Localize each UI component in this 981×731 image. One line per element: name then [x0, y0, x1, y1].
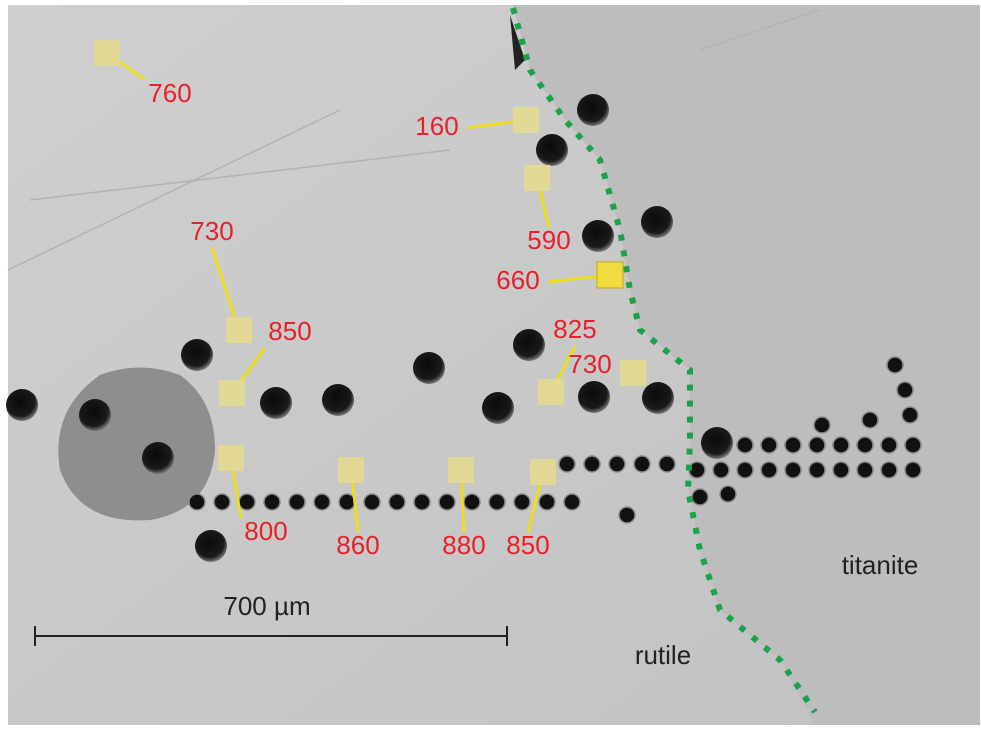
- pit: [439, 494, 455, 510]
- hole: [322, 384, 354, 416]
- hole: [181, 339, 213, 371]
- region-label: rutile: [635, 640, 691, 670]
- hole: [641, 206, 673, 238]
- pit: [905, 437, 921, 453]
- analysis-spot: [620, 360, 646, 386]
- analysis-spot: [513, 107, 539, 133]
- pit: [539, 494, 555, 510]
- pit: [881, 462, 897, 478]
- analysis-spot: [448, 457, 474, 483]
- temperature-label: 590: [527, 225, 570, 255]
- temperature-label: 800: [244, 516, 287, 546]
- pit: [189, 494, 205, 510]
- hole: [578, 381, 610, 413]
- pit: [414, 494, 430, 510]
- temperature-label: 160: [415, 111, 458, 141]
- pit: [559, 456, 575, 472]
- pit: [761, 437, 777, 453]
- pit: [737, 462, 753, 478]
- pit: [902, 407, 918, 423]
- analysis-spot: [538, 379, 564, 405]
- pit: [881, 437, 897, 453]
- temperature-label: 825: [553, 314, 596, 344]
- pit: [514, 494, 530, 510]
- pit: [314, 494, 330, 510]
- pit: [464, 494, 480, 510]
- analysis-spot: [597, 262, 623, 288]
- pit: [289, 494, 305, 510]
- analysis-spot: [218, 445, 244, 471]
- pit: [761, 462, 777, 478]
- pit: [239, 494, 255, 510]
- pit: [857, 437, 873, 453]
- pit: [809, 437, 825, 453]
- pit: [489, 494, 505, 510]
- hole: [577, 94, 609, 126]
- micrograph: 760 160 590 660 730 850 825 730 800 860 880 850 700…: [0, 0, 981, 731]
- temperature-label: 860: [336, 530, 379, 560]
- pit: [737, 437, 753, 453]
- pit: [692, 489, 708, 505]
- pit: [389, 494, 405, 510]
- hole: [195, 530, 227, 562]
- analysis-spot: [219, 380, 245, 406]
- temperature-label: 730: [568, 349, 611, 379]
- pit: [720, 486, 736, 502]
- temperature-label: 880: [442, 530, 485, 560]
- pit: [339, 494, 355, 510]
- pit: [814, 417, 830, 433]
- hole: [642, 382, 674, 414]
- hole: [701, 427, 733, 459]
- hole: [536, 134, 568, 166]
- pit: [609, 456, 625, 472]
- pit: [364, 494, 380, 510]
- pit: [785, 462, 801, 478]
- hole: [582, 220, 614, 252]
- temperature-label: 850: [506, 530, 549, 560]
- temperature-label: 760: [148, 78, 191, 108]
- hole: [6, 389, 38, 421]
- hole: [79, 399, 111, 431]
- analysis-spot: [338, 457, 364, 483]
- temperature-label: 730: [190, 216, 233, 246]
- analysis-spot: [94, 40, 120, 66]
- temperature-label: 660: [496, 265, 539, 295]
- analysis-spot: [530, 459, 556, 485]
- pit: [619, 507, 635, 523]
- pit: [564, 494, 580, 510]
- hole: [482, 392, 514, 424]
- pit: [833, 437, 849, 453]
- hole: [260, 387, 292, 419]
- pit: [214, 494, 230, 510]
- pit: [264, 494, 280, 510]
- hole: [513, 329, 545, 361]
- pit: [887, 357, 903, 373]
- hole: [142, 442, 174, 474]
- analysis-spot: [524, 165, 550, 191]
- pit: [862, 412, 878, 428]
- pit: [857, 462, 873, 478]
- pit: [634, 456, 650, 472]
- hole: [413, 352, 445, 384]
- pit: [713, 462, 729, 478]
- analysis-spot: [226, 317, 252, 343]
- pit: [584, 456, 600, 472]
- pit: [785, 437, 801, 453]
- region-label: titanite: [842, 550, 919, 580]
- pit: [809, 462, 825, 478]
- temperature-label: 850: [268, 316, 311, 346]
- pit: [897, 382, 913, 398]
- pit: [905, 462, 921, 478]
- pit: [659, 456, 675, 472]
- pit: [833, 462, 849, 478]
- scale-label: 700 µm: [223, 591, 310, 621]
